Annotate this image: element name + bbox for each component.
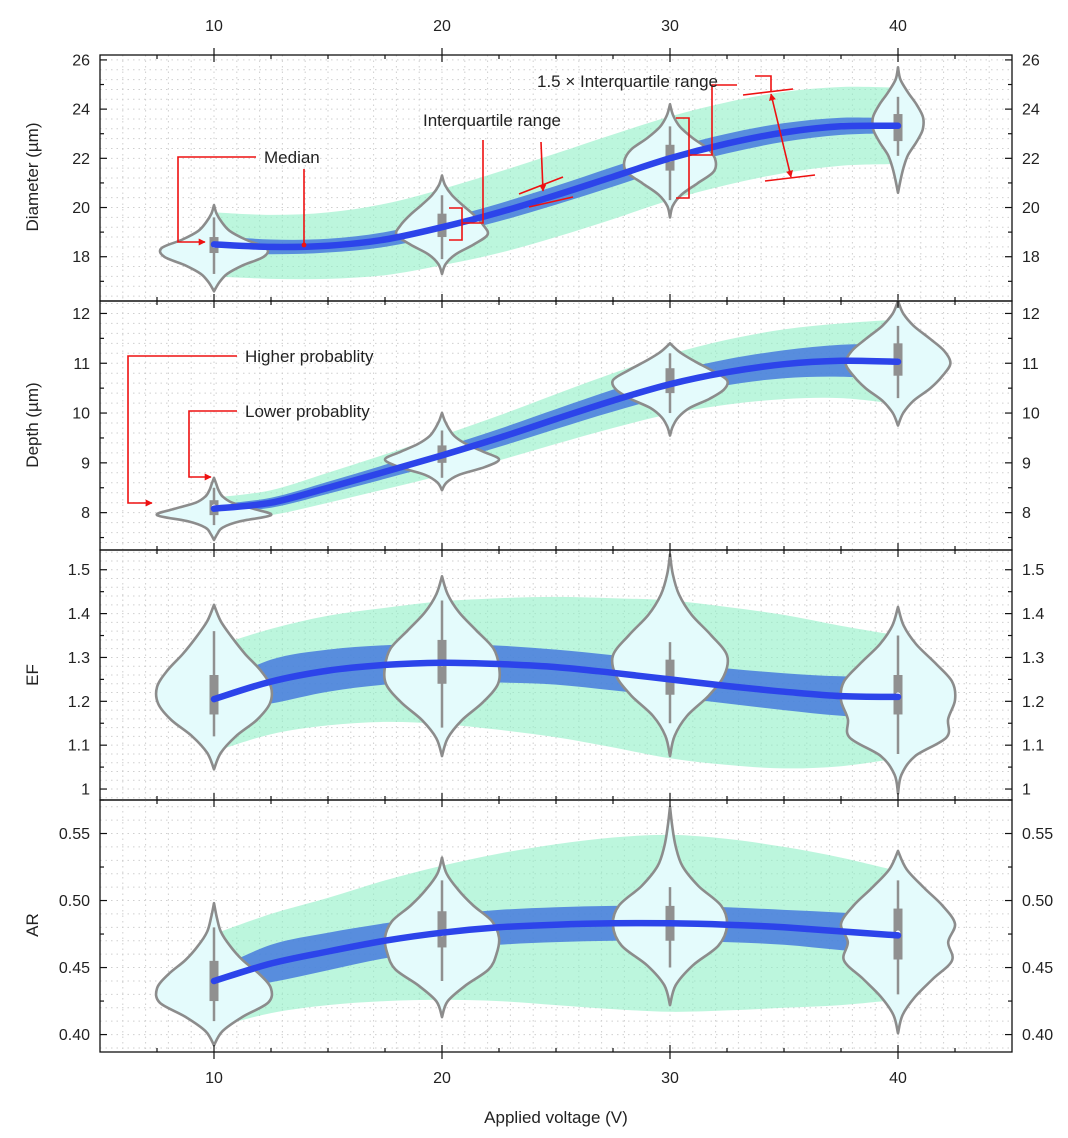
median-callout-line: [177, 156, 256, 246]
annotation-probability: Higher probablity Lower probablity: [127, 347, 374, 507]
top-x-tick-label: 10: [205, 18, 223, 35]
y-tick-label-right: 20: [1022, 200, 1040, 217]
inner-band-diameter: [214, 117, 898, 255]
inner-band-depth: [214, 343, 898, 513]
bottom-x-tick-label: 20: [433, 1070, 451, 1087]
y-axis-label-depth: Depth (µm): [23, 382, 42, 467]
y-tick-label-right: 0.50: [1022, 893, 1053, 910]
y-tick-label-left: 1.4: [68, 606, 90, 623]
y-tick-label-left: 26: [72, 52, 90, 69]
iqr-bracket-30: [676, 117, 690, 199]
y-tick-label-right: 0.55: [1022, 826, 1053, 843]
y-tick-label-left: 0.50: [59, 893, 90, 910]
y-tick-label-right: 1.2: [1022, 694, 1044, 711]
annotation-median: Median: [177, 148, 320, 248]
violin-iqr-box: [665, 368, 675, 394]
y-tick-label-right: 12: [1022, 306, 1040, 323]
top-x-tick-label: 30: [661, 18, 679, 35]
y-tick-label-left: 1: [81, 782, 90, 799]
y-tick-label-right: 1: [1022, 782, 1031, 799]
y-axis-label-ef: EF: [23, 664, 42, 686]
y-tick-label-right: 1.3: [1022, 650, 1044, 667]
violin-ef-10: [154, 603, 274, 771]
top-x-tick-label: 20: [433, 18, 451, 35]
x-axis-label: Applied voltage (V): [484, 1108, 628, 1127]
y-tick-label-right: 9: [1022, 455, 1031, 472]
y-tick-label-left: 0.45: [59, 960, 90, 977]
iqr-band-tick: [528, 196, 574, 208]
lower-probability-label: Lower probablity: [245, 402, 370, 421]
top-x-tick-label: 40: [889, 18, 907, 35]
bottom-x-tick-label: 30: [661, 1070, 679, 1087]
range-band-tick: [764, 174, 816, 182]
trend-line-ef: [210, 659, 902, 703]
range-band-tick: [742, 88, 794, 96]
panel-ef: 1 1 1.1 1.1 1.2 1.2 1.3 1.3 1.4 1.4 1.5 1.5: [68, 549, 1044, 801]
y-tick-label-left: 20: [72, 200, 90, 217]
higher-probability-callout: [127, 355, 237, 507]
y-tick-label-left: 1.5: [68, 562, 90, 579]
y-axis-label-diameter: Diameter (µm): [23, 123, 42, 232]
trend-line-ar: [210, 919, 902, 985]
higher-probability-label: Higher probablity: [245, 347, 374, 366]
y-tick-label-left: 0.55: [59, 826, 90, 843]
median-annotation-label: Median: [264, 148, 320, 167]
y-tick-label-left: 8: [81, 505, 90, 522]
y-tick-label-left: 18: [72, 249, 90, 266]
y-tick-label-left: 24: [72, 102, 90, 119]
y-tick-label-left: 22: [72, 151, 90, 168]
y-tick-label-right: 11: [1022, 356, 1039, 373]
y-tick-label-left: 9: [81, 455, 90, 472]
range-callout-line: [755, 75, 772, 92]
bottom-x-tick-label: 10: [205, 1070, 223, 1087]
y-tick-label-left: 11: [73, 356, 90, 373]
range-band-arrow: [769, 93, 793, 178]
y-tick-label-right: 22: [1022, 151, 1040, 168]
y-tick-label-left: 0.40: [59, 1027, 90, 1044]
range-annotation-label: 1.5 × Interquartile range: [537, 72, 718, 91]
bottom-x-tick-label: 40: [889, 1070, 907, 1087]
y-tick-label-right: 8: [1022, 505, 1031, 522]
panel-diameter: 18 18 20 20 22 22 24 24 26 26: [72, 52, 1040, 302]
iqr-callout-line: [462, 140, 484, 224]
trend-line-depth: [210, 357, 902, 512]
y-tick-label-right: 1.1: [1022, 738, 1044, 755]
y-tick-label-right: 10: [1022, 406, 1040, 423]
violin-iqr-box: [437, 911, 447, 948]
y-tick-label-right: 1.5: [1022, 562, 1044, 579]
annotation-iqr: Interquartile range: [423, 84, 737, 241]
y-tick-label-right: 26: [1022, 52, 1040, 69]
y-tick-label-left: 1.2: [68, 694, 90, 711]
annotation-whisker-range: 1.5 × Interquartile range: [537, 72, 816, 182]
iqr-bracket-20: [449, 207, 463, 241]
iqr-callout-line: [689, 84, 737, 156]
y-tick-label-right: 24: [1022, 102, 1040, 119]
y-tick-label-right: 18: [1022, 249, 1040, 266]
y-tick-label-right: 0.40: [1022, 1027, 1053, 1044]
panel-ar: 0.40 0.40 0.45 0.45 0.50 0.50 0.55 0.55: [59, 799, 1053, 1053]
y-tick-label-left: 1.3: [68, 650, 90, 667]
iqr-band-arrow: [539, 141, 547, 192]
violin-diameter-40: [871, 66, 925, 195]
y-tick-label-left: 1.1: [68, 738, 90, 755]
lower-probability-callout: [188, 410, 237, 481]
median-callout-dot: [301, 242, 307, 248]
iqr-annotation-label: Interquartile range: [423, 111, 561, 130]
y-axis-label-ar: AR: [23, 913, 42, 937]
y-tick-label-left: 10: [72, 406, 90, 423]
violin-iqr-box: [209, 675, 219, 715]
y-tick-label-right: 1.4: [1022, 606, 1044, 623]
panel-depth: 8 8 9 9 10 10 11 11 12 12: [72, 299, 1040, 551]
y-tick-label-right: 0.45: [1022, 960, 1053, 977]
y-tick-label-left: 12: [72, 306, 90, 323]
